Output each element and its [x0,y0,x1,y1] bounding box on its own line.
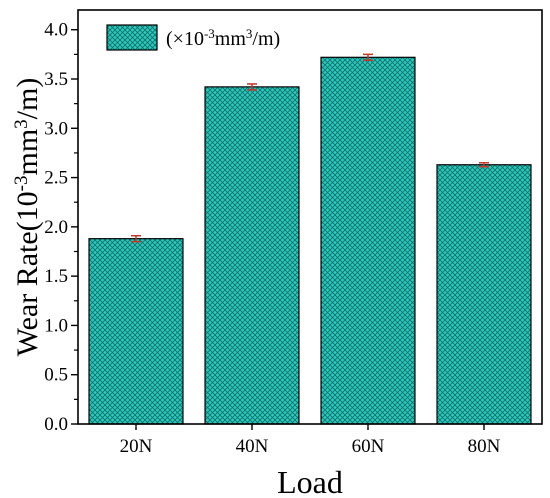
bar-80N [436,164,532,425]
y-tick-label-1.0: 1.0 [44,315,68,336]
bar-40N [204,86,300,425]
x-tick-label-20N: 20N [120,436,153,457]
y-tick-label-0.5: 0.5 [44,365,68,386]
y-tick-label-3.0: 3.0 [44,118,68,139]
x-tick-label-80N: 80N [468,436,501,457]
legend-label: (×10-3mm3/m) [166,26,280,51]
y-tick-label-4.0: 4.0 [44,20,68,41]
y-tick-label-3.5: 3.5 [44,69,68,90]
legend-swatch [106,24,158,51]
y-axis-title: Wear Rate(10-3mm3/m) [11,78,45,357]
y-tick-label-1.5: 1.5 [44,266,68,287]
x-tick-label-60N: 60N [352,436,385,457]
y-tick-label-2.5: 2.5 [44,168,68,189]
y-tick-label-0.0: 0.0 [44,414,68,435]
plot-frame [77,9,543,425]
y-tick-label-2.0: 2.0 [44,217,68,238]
x-axis-title: Load [277,464,343,498]
x-tick-label-40N: 40N [236,436,269,457]
legend: (×10-3mm3/m) [106,24,280,51]
bar-20N [88,238,184,425]
bar-60N [320,56,416,425]
